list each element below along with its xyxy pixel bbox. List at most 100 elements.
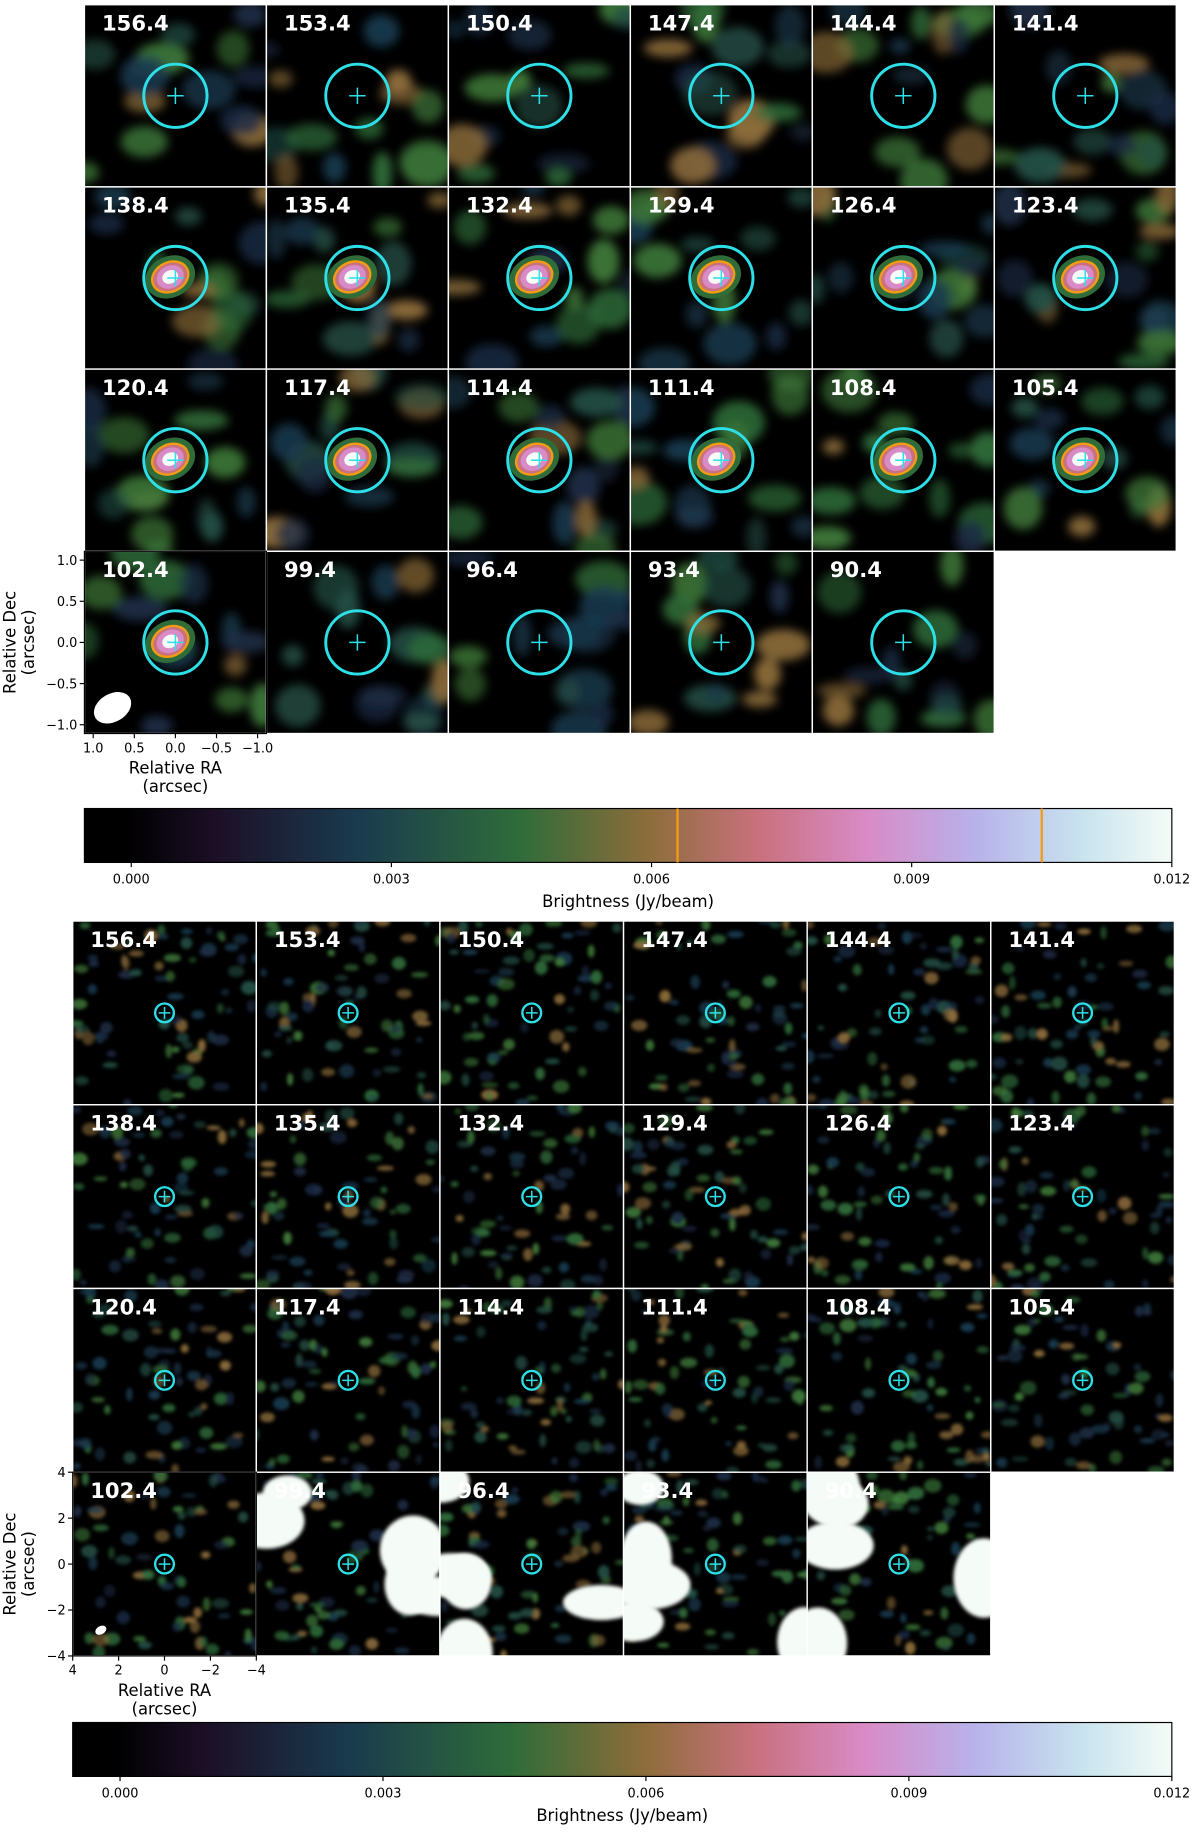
noise-blob <box>448 124 487 167</box>
noise-blob <box>200 1403 208 1410</box>
noise-blob <box>346 1118 358 1128</box>
noise-blob <box>682 1496 690 1507</box>
center-cross <box>349 634 366 651</box>
noise-blob <box>263 1202 281 1213</box>
panel-label: 129.4 <box>641 1111 708 1136</box>
noise-blob <box>905 1441 917 1449</box>
noise-blob <box>614 1559 624 1565</box>
noise-blob <box>627 1339 638 1353</box>
noise-blob <box>624 1450 638 1461</box>
noise-blob <box>817 1104 828 1109</box>
x-axis-label: Relative RA <box>118 1681 212 1700</box>
noise-blob <box>216 30 250 67</box>
noise-blob <box>81 1545 98 1558</box>
center-cross <box>713 452 730 469</box>
noise-blob <box>923 958 941 968</box>
noise-blob <box>910 6 932 40</box>
bright-patch <box>807 1472 861 1525</box>
noise-blob <box>536 942 554 950</box>
panel <box>623 921 808 1105</box>
noise-blob <box>129 969 142 977</box>
noise-blob <box>746 517 767 552</box>
aperture <box>704 1369 726 1391</box>
noise-blob <box>591 1541 602 1554</box>
x-tick-label: 0.5 <box>124 741 144 756</box>
noise-blob <box>655 1074 668 1081</box>
aperture <box>870 427 937 494</box>
source <box>344 270 361 284</box>
noise-blob <box>881 1074 891 1087</box>
noise-blob <box>994 984 1009 998</box>
noise-blob <box>149 1202 161 1215</box>
panel-label: 102.4 <box>102 557 169 582</box>
noise-blob <box>899 1100 915 1105</box>
emission <box>643 4 813 185</box>
noise-blob <box>906 1353 917 1365</box>
noise-blob <box>706 1517 721 1529</box>
panel-label: 105.4 <box>1012 375 1079 400</box>
noise-blob <box>211 289 253 334</box>
noise-blob <box>314 1344 323 1354</box>
noise-blob <box>743 1136 757 1146</box>
noise-blob <box>225 1435 243 1448</box>
noise-blob <box>514 1229 531 1238</box>
noise-blob <box>413 1253 427 1263</box>
noise-blob <box>186 1051 202 1063</box>
noise-blob <box>121 1532 139 1546</box>
noise-blob <box>907 1559 924 1573</box>
noise-blob <box>765 322 787 351</box>
noise-blob <box>84 423 105 468</box>
noise-blob <box>919 1026 929 1034</box>
noise-blob <box>752 1472 759 1483</box>
noise-blob <box>232 65 267 89</box>
noise-blob <box>702 1524 712 1532</box>
noise-blob <box>520 1022 529 1033</box>
noise-blob <box>1100 926 1107 940</box>
noise-blob <box>728 1053 739 1060</box>
noise-blob <box>832 1332 841 1345</box>
noise-blob <box>1001 1005 1011 1018</box>
noise-blob <box>221 989 230 996</box>
noise-blob <box>293 1167 307 1177</box>
noise-blob <box>721 1632 735 1640</box>
noise-blob <box>266 218 286 260</box>
center-cross <box>1077 87 1094 104</box>
noise-blob <box>851 1259 868 1271</box>
noise-blob <box>429 1424 440 1439</box>
noise-blob <box>176 1172 189 1184</box>
noise-blob <box>794 1536 808 1542</box>
noise-blob <box>1065 1296 1081 1304</box>
noise-blob <box>687 1080 702 1087</box>
panel <box>448 551 631 734</box>
noise-blob <box>1080 1258 1098 1268</box>
noise-blob <box>704 1644 720 1650</box>
noise-blob <box>374 921 391 927</box>
contour <box>1060 260 1100 294</box>
noise-blob <box>562 62 610 79</box>
noise-blob <box>87 1224 105 1229</box>
noise-blob <box>923 1256 934 1270</box>
panel <box>990 1104 1175 1289</box>
noise-blob <box>106 1050 117 1057</box>
noise-blob <box>479 1071 494 1082</box>
noise-blob <box>148 1413 160 1421</box>
center-cross <box>167 269 184 287</box>
source <box>1072 270 1089 284</box>
noise-blob <box>281 1378 297 1389</box>
noise-blob <box>182 70 236 110</box>
panel <box>72 1472 257 1656</box>
noise-blob <box>816 682 867 699</box>
noise-blob <box>633 243 682 278</box>
noise-blob <box>604 1001 619 1011</box>
emission <box>991 1288 1175 1473</box>
noise-blob <box>630 440 658 456</box>
noise-blob <box>965 1533 975 1540</box>
noise-blob <box>990 1274 997 1288</box>
aperture <box>506 609 573 676</box>
noise-blob <box>630 480 668 526</box>
noise-blob <box>259 1081 268 1092</box>
noise-blob <box>1073 128 1112 155</box>
noise-blob <box>748 484 802 512</box>
noise-blob <box>1113 1019 1120 1034</box>
noise-blob <box>211 1598 230 1609</box>
